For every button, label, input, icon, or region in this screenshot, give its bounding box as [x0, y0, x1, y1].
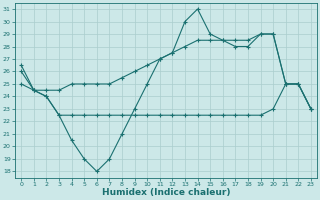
X-axis label: Humidex (Indice chaleur): Humidex (Indice chaleur)	[102, 188, 230, 197]
